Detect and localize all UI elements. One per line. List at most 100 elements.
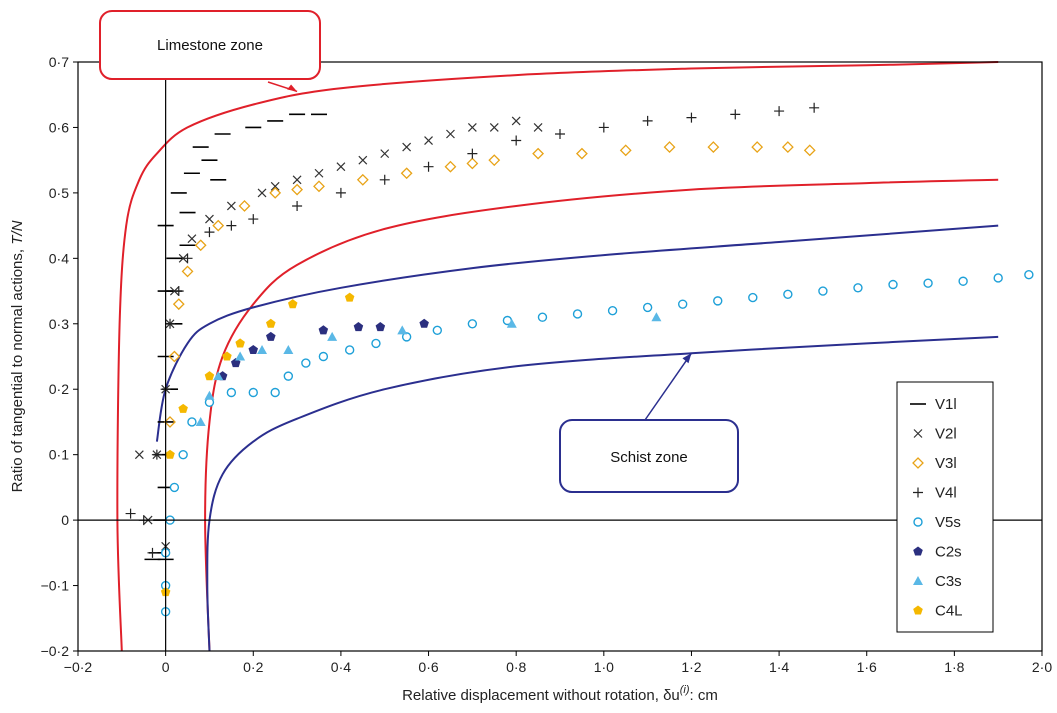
data-point-v5s (888, 279, 898, 290)
data-point-v5s (226, 387, 237, 398)
data-point-v4l (642, 115, 653, 126)
data-point-v4l (511, 135, 522, 146)
legend-label-c3s: C3s (935, 573, 962, 590)
legend-marker-v3l (912, 457, 924, 469)
legend-label-v3l: V3l (935, 455, 957, 472)
data-point-v2l (424, 136, 433, 145)
legend-marker-c4l (913, 605, 923, 615)
y-tick-label: 0·1 (49, 447, 69, 463)
data-point-v4l (292, 200, 303, 211)
legend-item-v3l: V3l (912, 455, 957, 472)
data-point-c4l (235, 338, 245, 348)
data-point-v4l (423, 161, 434, 172)
schist-callout-box (559, 419, 739, 493)
data-point-v3l (663, 141, 676, 153)
legend-item-v4l: V4l (913, 485, 957, 502)
data-point-c2s (353, 322, 364, 332)
data-point-v5s (677, 299, 688, 309)
data-point-v5s (572, 309, 583, 319)
x-tick-label: −0·2 (64, 659, 93, 675)
data-point-v4l (379, 174, 390, 185)
legend-label-c2s: C2s (935, 544, 962, 561)
data-point-v5s (958, 276, 968, 286)
legend-item-c2s: C2s (913, 544, 962, 561)
series-v2l (134, 116, 543, 551)
data-point-v4l (226, 220, 237, 231)
limestone-envelope-curve (204, 178, 999, 652)
data-point-v2l (270, 181, 280, 191)
limestone-envelope-curve (116, 61, 999, 652)
data-point-v2l (205, 214, 214, 224)
x-tick-label: 1·4 (769, 659, 789, 675)
data-point-v5s (318, 351, 329, 362)
axes: −0·2 0 0·2 0·4 0·6 0·8 1·0 1·2 1·4 1·6 1·8 2·0 −0·2 −… (9, 54, 1052, 704)
schist-envelope-curve (155, 224, 999, 442)
x-tick-label: 1·6 (857, 659, 877, 675)
series-v3l (164, 141, 816, 428)
schist-envelope-curve (206, 335, 999, 652)
data-point-c4l (222, 351, 232, 361)
data-point-v5s (537, 312, 548, 322)
legend-item-v2l: V2l (913, 426, 957, 443)
data-point-c3s (195, 416, 206, 426)
legend-item-c3s: C3s (913, 573, 962, 590)
x-tick-label: 1·8 (944, 659, 964, 675)
y-tick-label: −0·1 (41, 578, 70, 594)
data-point-v4l (165, 318, 176, 329)
data-point-v4l (774, 106, 785, 117)
data-point-c3s (651, 312, 662, 322)
data-point-v5s (401, 332, 412, 342)
data-point-v2l (187, 234, 197, 244)
y-tick-label: 0 (61, 512, 69, 528)
data-point-v2l (358, 155, 368, 165)
data-point-c3s (283, 344, 294, 354)
data-point-v4l (151, 449, 162, 460)
data-point-c2s (248, 345, 258, 354)
legend-label-v5s: V5s (935, 514, 961, 531)
series-c3s (195, 312, 662, 426)
data-point-v3l (751, 141, 764, 153)
x-tick-label: 0·2 (243, 659, 263, 675)
data-point-v4l (182, 253, 193, 264)
data-point-v4l (555, 128, 565, 139)
data-point-v5s (169, 482, 180, 493)
legend-marker-c3s (913, 576, 923, 585)
data-point-v2l (380, 149, 390, 159)
series-v1l (144, 113, 327, 561)
y-tick-label: 0·5 (49, 185, 69, 201)
data-point-v2l (257, 188, 267, 198)
data-point-v4l (204, 227, 215, 238)
zone-callouts: Limestone zone Schist zone (99, 10, 739, 493)
data-point-v5s (344, 345, 355, 355)
data-point-v3l (400, 167, 413, 180)
data-point-v5s (248, 387, 258, 398)
legend-label-v4l: V4l (935, 485, 957, 502)
data-point-v3l (172, 298, 185, 311)
data-point-c4l (165, 449, 175, 459)
data-point-v3l (575, 147, 588, 160)
data-point-v2l (446, 129, 455, 139)
data-point-v5s (993, 273, 1003, 283)
y-tick-label: 0·7 (49, 54, 69, 70)
legend-item-c4l: C4L (913, 603, 963, 620)
y-tick-label: 0·4 (49, 250, 69, 266)
data-point-v5s (607, 305, 618, 316)
data-point-v5s (178, 449, 188, 460)
y-axis-title: Ratio of tangential to normal actions, T… (9, 220, 26, 492)
x-tick-label: 1·2 (681, 659, 701, 675)
data-point-v4l (686, 112, 697, 123)
data-point-v2l (292, 175, 302, 185)
data-point-v4l (335, 187, 346, 198)
data-point-v3l (356, 173, 369, 186)
data-point-v5s (432, 325, 443, 336)
legend-label-v2l: V2l (935, 426, 957, 443)
data-point-v3l (291, 183, 304, 196)
legend-marker-v2l (913, 429, 923, 438)
x-tick-label: 0·4 (331, 659, 351, 675)
data-point-v3l (269, 186, 282, 199)
data-point-v5s (187, 417, 197, 427)
x-tick-label: 0 (162, 659, 170, 675)
data-point-v2l (336, 162, 346, 172)
legend-marker-v4l (913, 487, 923, 498)
